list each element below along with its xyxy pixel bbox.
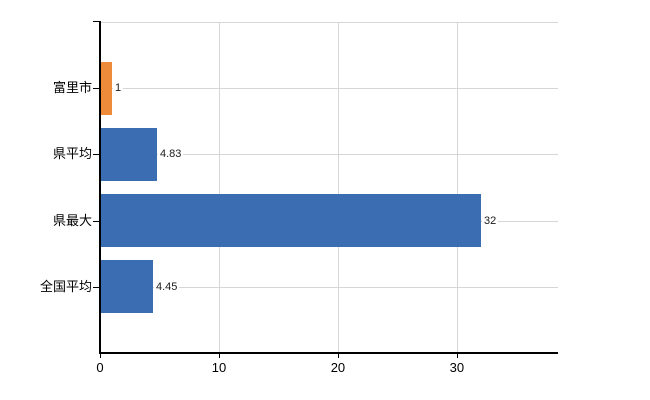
bar-value-label: 1 (113, 81, 124, 95)
x-axis-tick (100, 354, 101, 358)
bar (100, 62, 112, 115)
x-axis-line (99, 352, 558, 354)
x-tick-label: 30 (449, 360, 465, 375)
y-axis-top-tick (93, 21, 99, 22)
x-axis-tick (218, 354, 220, 358)
bar-value-label: 4.83 (158, 147, 184, 161)
bar (100, 260, 153, 313)
x-gridline (218, 22, 220, 353)
row-leader-line (100, 287, 558, 288)
category-label: 県平均 (52, 146, 92, 161)
bar-value-label: 32 (482, 214, 499, 228)
y-axis-tick (93, 221, 99, 222)
x-gridline (337, 22, 339, 353)
bar-value-label: 4.45 (154, 280, 180, 294)
x-axis-tick (456, 354, 458, 358)
x-tick-label: 10 (211, 360, 227, 375)
y-axis-tick (93, 287, 99, 288)
x-gridline (456, 22, 458, 353)
row-leader-line (100, 88, 558, 89)
y-axis-tick (93, 154, 99, 155)
category-label: 富里市 (52, 80, 92, 95)
x-tick-label: 20 (330, 360, 346, 375)
x-axis-tick (337, 354, 339, 358)
row-leader-line (100, 154, 558, 155)
category-label: 全国平均 (39, 279, 92, 294)
y-axis-line (99, 21, 101, 354)
x-tick-label: 0 (96, 360, 104, 375)
category-label: 県最大 (52, 213, 92, 228)
y-axis-tick (93, 88, 99, 89)
bar (100, 128, 157, 181)
bar (100, 194, 481, 247)
plot-top-border (100, 22, 558, 23)
